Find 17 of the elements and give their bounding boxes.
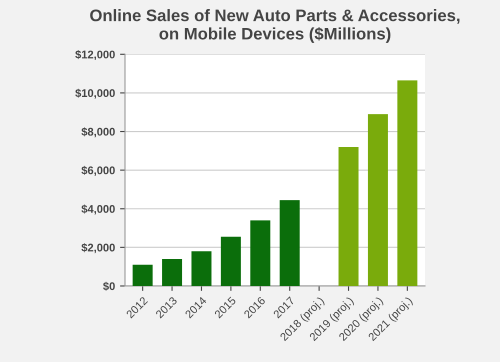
y-tick-label: $12,000 <box>75 50 115 60</box>
y-tick-label: $8,000 <box>81 127 115 138</box>
bar <box>132 264 153 286</box>
bar <box>220 236 241 286</box>
bar <box>280 200 300 286</box>
bar <box>191 251 212 286</box>
y-tick-label: $4,000 <box>81 204 115 214</box>
y-tick-label: $2,000 <box>81 243 115 254</box>
bar <box>162 258 182 286</box>
y-tick-label: $6,000 <box>81 166 115 176</box>
y-tick-label: $0 <box>103 282 115 291</box>
bar <box>368 114 388 286</box>
bar <box>397 80 418 286</box>
chart-title: Online Sales of New Auto Parts & Accessories, on Mobile Devices ($Millions) <box>90 9 460 43</box>
bar <box>338 146 359 286</box>
bar <box>250 220 270 286</box>
y-tick-label: $10,000 <box>75 88 115 99</box>
